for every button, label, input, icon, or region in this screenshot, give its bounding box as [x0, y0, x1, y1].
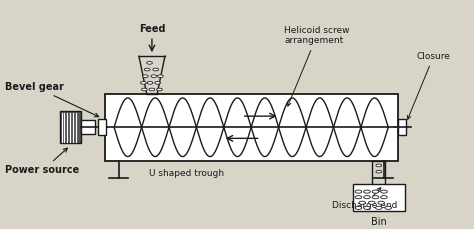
Circle shape: [381, 196, 387, 199]
Circle shape: [372, 196, 379, 199]
Circle shape: [153, 68, 158, 71]
Circle shape: [364, 190, 370, 193]
Circle shape: [157, 75, 163, 77]
Circle shape: [375, 206, 382, 209]
Circle shape: [364, 196, 370, 199]
Bar: [60, 111, 81, 143]
Circle shape: [143, 75, 148, 77]
Circle shape: [372, 190, 379, 193]
Text: Bevel gear: Bevel gear: [5, 82, 99, 117]
Text: U shaped trough: U shaped trough: [149, 169, 224, 178]
Bar: [98, 120, 106, 135]
Circle shape: [378, 201, 384, 204]
Circle shape: [355, 206, 362, 209]
Circle shape: [376, 170, 382, 173]
Text: Closure: Closure: [407, 52, 450, 119]
Circle shape: [141, 82, 146, 84]
Circle shape: [147, 62, 153, 64]
Text: Helicoid screw
arrangement: Helicoid screw arrangement: [284, 26, 350, 106]
Bar: [353, 184, 405, 210]
Circle shape: [156, 88, 162, 91]
Circle shape: [151, 75, 156, 77]
Circle shape: [355, 196, 362, 199]
Circle shape: [385, 206, 392, 209]
Bar: [398, 120, 406, 135]
Text: Feed: Feed: [139, 24, 165, 34]
Circle shape: [155, 82, 160, 84]
Bar: [105, 94, 398, 161]
Circle shape: [376, 164, 382, 167]
Circle shape: [359, 201, 365, 204]
Circle shape: [149, 88, 155, 91]
Circle shape: [355, 190, 362, 193]
Circle shape: [147, 82, 153, 84]
Circle shape: [364, 206, 370, 209]
Circle shape: [381, 190, 387, 193]
Circle shape: [368, 201, 375, 204]
Circle shape: [145, 68, 150, 71]
Bar: [81, 120, 95, 134]
Circle shape: [142, 88, 147, 91]
Text: Power source: Power source: [5, 148, 80, 175]
Text: Discharge end: Discharge end: [331, 188, 397, 210]
Text: Bin: Bin: [371, 217, 387, 227]
